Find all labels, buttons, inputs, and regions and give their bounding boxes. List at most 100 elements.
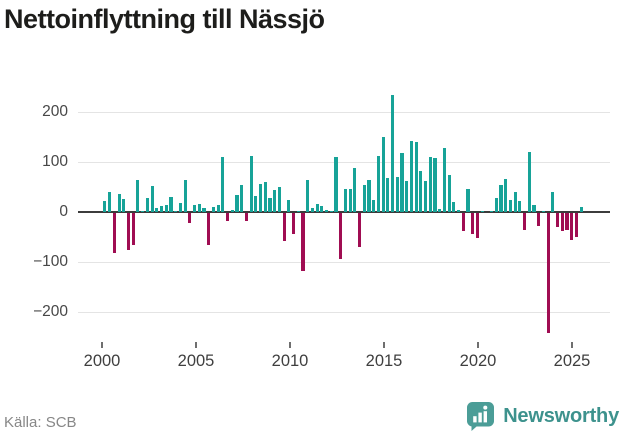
bar-2003Q4[interactable] [174,210,178,212]
bar-2024Q1[interactable] [556,213,560,227]
bar-2004Q3[interactable] [188,213,192,223]
bar-2012Q1[interactable] [329,210,333,212]
bar-2014Q2[interactable] [372,200,376,212]
bar-2018Q3[interactable] [452,202,456,212]
bar-2008Q1[interactable] [254,195,258,212]
bar-2022Q2[interactable] [523,213,527,230]
bar-2004Q2[interactable] [183,179,187,212]
bar-2001Q2[interactable] [126,213,131,250]
bar-2020Q1[interactable] [480,211,484,212]
bar-2004Q1[interactable] [178,203,182,212]
bar-2013Q2[interactable] [353,168,357,212]
bar-2022Q4[interactable] [532,205,536,212]
bar-2017Q4[interactable] [438,208,442,212]
bar-2005Q3[interactable] [207,213,211,245]
bar-2010Q4[interactable] [306,179,310,212]
bar-2008Q3[interactable] [263,182,267,212]
bar-2016Q1[interactable] [405,181,409,212]
bar-2009Q3[interactable] [282,213,286,241]
bar-2018Q1[interactable] [442,148,446,212]
bar-2025Q2[interactable] [579,206,583,212]
bar-2021Q3[interactable] [508,199,512,212]
bar-2002Q3[interactable] [150,186,154,212]
bar-2021Q4[interactable] [513,192,517,212]
bar-2011Q2[interactable] [315,203,319,212]
bar-2019Q2[interactable] [466,189,470,212]
bar-2005Q1[interactable] [197,204,201,212]
bar-2009Q4[interactable] [287,200,291,212]
bar-2019Q4[interactable] [475,213,479,238]
bar-2013Q1[interactable] [348,189,352,212]
bar-2007Q2[interactable] [240,184,244,212]
bar-2023Q4[interactable] [551,192,555,212]
bar-2006Q1[interactable] [216,204,220,212]
bar-2022Q1[interactable] [518,201,522,212]
bar-2018Q2[interactable] [447,174,451,212]
bar-2023Q1[interactable] [537,213,541,226]
bar-2006Q3[interactable] [225,213,230,221]
bar-2008Q2[interactable] [258,183,263,212]
bar-2000Q4[interactable] [117,194,121,212]
bar-2023Q3[interactable] [546,213,550,333]
bar-2005Q4[interactable] [211,206,215,212]
bar-2014Q4[interactable] [381,137,385,212]
bar-2023Q2[interactable] [541,211,545,212]
bar-2002Q1[interactable] [141,210,145,212]
bar-2005Q2[interactable] [202,208,206,212]
bar-2024Q2[interactable] [560,213,564,231]
bar-2004Q4[interactable] [192,204,197,212]
bar-2000Q2[interactable] [108,191,112,212]
bar-2001Q4[interactable] [136,180,140,212]
bar-2006Q4[interactable] [230,209,234,212]
bar-2007Q4[interactable] [249,156,253,212]
bar-2001Q3[interactable] [131,213,135,245]
bar-2013Q3[interactable] [358,213,362,247]
bar-2006Q2[interactable] [221,157,225,212]
bar-2003Q1[interactable] [159,206,164,212]
bar-2008Q4[interactable] [268,197,272,212]
bar-2002Q2[interactable] [145,197,149,212]
bar-2024Q4[interactable] [570,213,574,240]
bar-2012Q2[interactable] [334,156,338,212]
bar-2021Q2[interactable] [504,179,508,212]
bar-2017Q2[interactable] [428,156,432,212]
newsworthy-logo[interactable]: Newsworthy [466,401,619,432]
bar-2014Q3[interactable] [376,156,380,212]
bar-2025Q1[interactable] [574,213,578,237]
bar-2010Q3[interactable] [301,213,305,271]
bar-2013Q4[interactable] [362,185,366,212]
bar-2017Q1[interactable] [424,181,428,212]
bar-2020Q4[interactable] [494,198,498,212]
bar-2009Q1[interactable] [273,189,277,212]
bar-2019Q1[interactable] [461,213,465,231]
bar-2012Q4[interactable] [343,189,347,212]
bar-2024Q3[interactable] [565,213,569,230]
bar-2002Q4[interactable] [155,208,159,212]
bar-2000Q3[interactable] [112,213,116,253]
bar-2011Q1[interactable] [310,207,314,212]
bar-2010Q1[interactable] [292,213,296,234]
bar-2011Q4[interactable] [325,209,329,212]
bar-2021Q1[interactable] [499,185,503,212]
bar-2015Q3[interactable] [395,177,399,212]
bar-2017Q3[interactable] [433,157,437,212]
bar-2016Q4[interactable] [419,170,423,212]
bar-2015Q4[interactable] [400,153,404,212]
bar-2007Q1[interactable] [235,194,239,212]
bar-2016Q3[interactable] [414,142,418,212]
bar-2015Q1[interactable] [386,178,390,212]
bar-2003Q3[interactable] [169,197,173,212]
bar-2000Q1[interactable] [103,200,107,212]
bar-2016Q2[interactable] [409,140,413,212]
bar-2020Q3[interactable] [490,210,494,212]
bar-2012Q3[interactable] [339,213,343,259]
bar-2018Q4[interactable] [457,209,461,212]
bar-2007Q3[interactable] [244,213,248,221]
bar-2011Q3[interactable] [320,206,324,212]
bar-2015Q2[interactable] [391,94,395,212]
bar-2019Q3[interactable] [471,213,475,234]
bar-2014Q1[interactable] [367,179,371,212]
bar-2001Q1[interactable] [122,199,126,212]
bar-2010Q2[interactable] [296,211,300,212]
bar-2009Q2[interactable] [277,187,281,212]
